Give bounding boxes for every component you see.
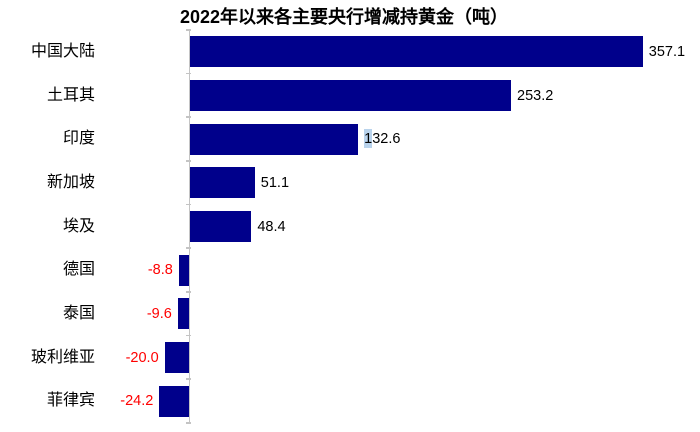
category-label: 新加坡 [46, 173, 95, 191]
category-label: 中国大陆 [30, 42, 95, 60]
value-label: 48.4 [257, 218, 286, 235]
chart-bar [190, 211, 252, 242]
category-label: 菲律宾 [46, 392, 95, 410]
chart-bar [178, 254, 190, 286]
chart-bar [177, 298, 190, 330]
value-label: -9.6 [146, 305, 172, 322]
category-label: 德国 [62, 261, 95, 279]
value-label: -20.0 [125, 349, 159, 366]
chart-bar [190, 167, 255, 199]
category-label: 泰国 [62, 304, 95, 322]
text-selection-highlight: 1 [364, 129, 373, 149]
category-label: 印度 [62, 130, 95, 148]
chart-bar [190, 123, 359, 155]
chart-title: 2022年以来各主要央行增减持黄金（吨） [179, 7, 509, 27]
chart-bar [190, 36, 643, 68]
chart-bar [164, 342, 190, 373]
value-label: -24.2 [120, 393, 154, 410]
value-label: 132.6 [364, 129, 401, 149]
value-label: 51.1 [260, 174, 290, 191]
category-label: 土耳其 [46, 86, 95, 104]
chart-bar [159, 385, 190, 417]
category-label: 埃及 [62, 217, 95, 235]
category-label: 玻利维亚 [30, 348, 95, 366]
chart-bar [190, 80, 512, 111]
value-label: 253.2 [517, 87, 554, 104]
value-label: 357.1 [648, 43, 686, 60]
value-label: -8.8 [147, 262, 173, 279]
y-axis-line [188, 29, 190, 423]
